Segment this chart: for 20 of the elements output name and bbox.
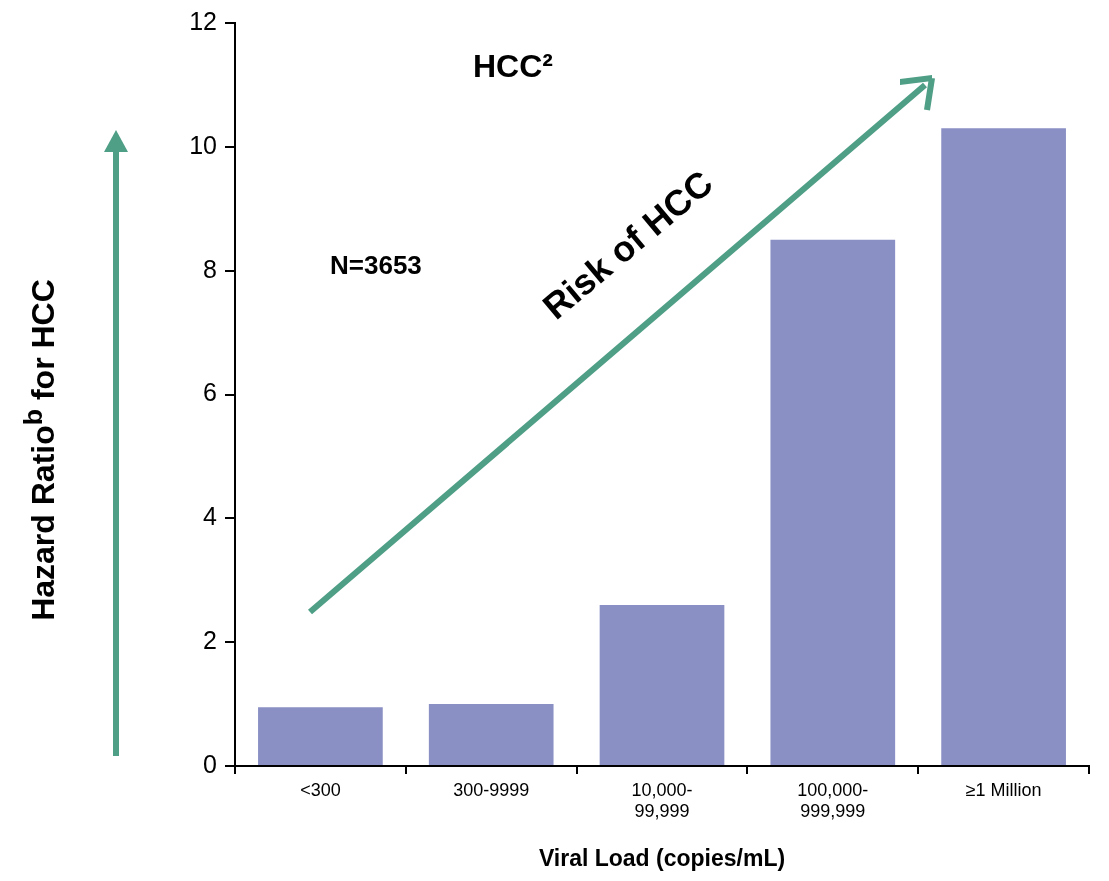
text: HCC² [473, 48, 553, 85]
bar [258, 707, 383, 765]
x-tick-label: 100,000- 999,999 [797, 779, 869, 822]
x-tick-label: ≥1 Million [965, 779, 1042, 800]
y-tick-label: 12 [189, 6, 217, 35]
x-axis-title: Viral Load (copies/mL) [538, 845, 786, 872]
y-tick-label: 4 [203, 502, 218, 531]
y-tick-label: 6 [203, 378, 217, 407]
x-tick-label: 10,000- 99,999 [631, 779, 693, 822]
annotation: N=3653 [330, 250, 422, 281]
y-tick-label: 2 [203, 626, 217, 655]
bar [941, 128, 1066, 765]
x-tick-label: 300-9999 [453, 779, 530, 800]
bar [428, 704, 554, 765]
bar [770, 239, 896, 765]
x-tick-label: <300 [300, 779, 341, 800]
y-tick-label: 0 [203, 749, 217, 778]
y-tick-label: 8 [203, 254, 217, 283]
bar [599, 605, 725, 765]
y-tick-label: 10 [189, 130, 217, 159]
